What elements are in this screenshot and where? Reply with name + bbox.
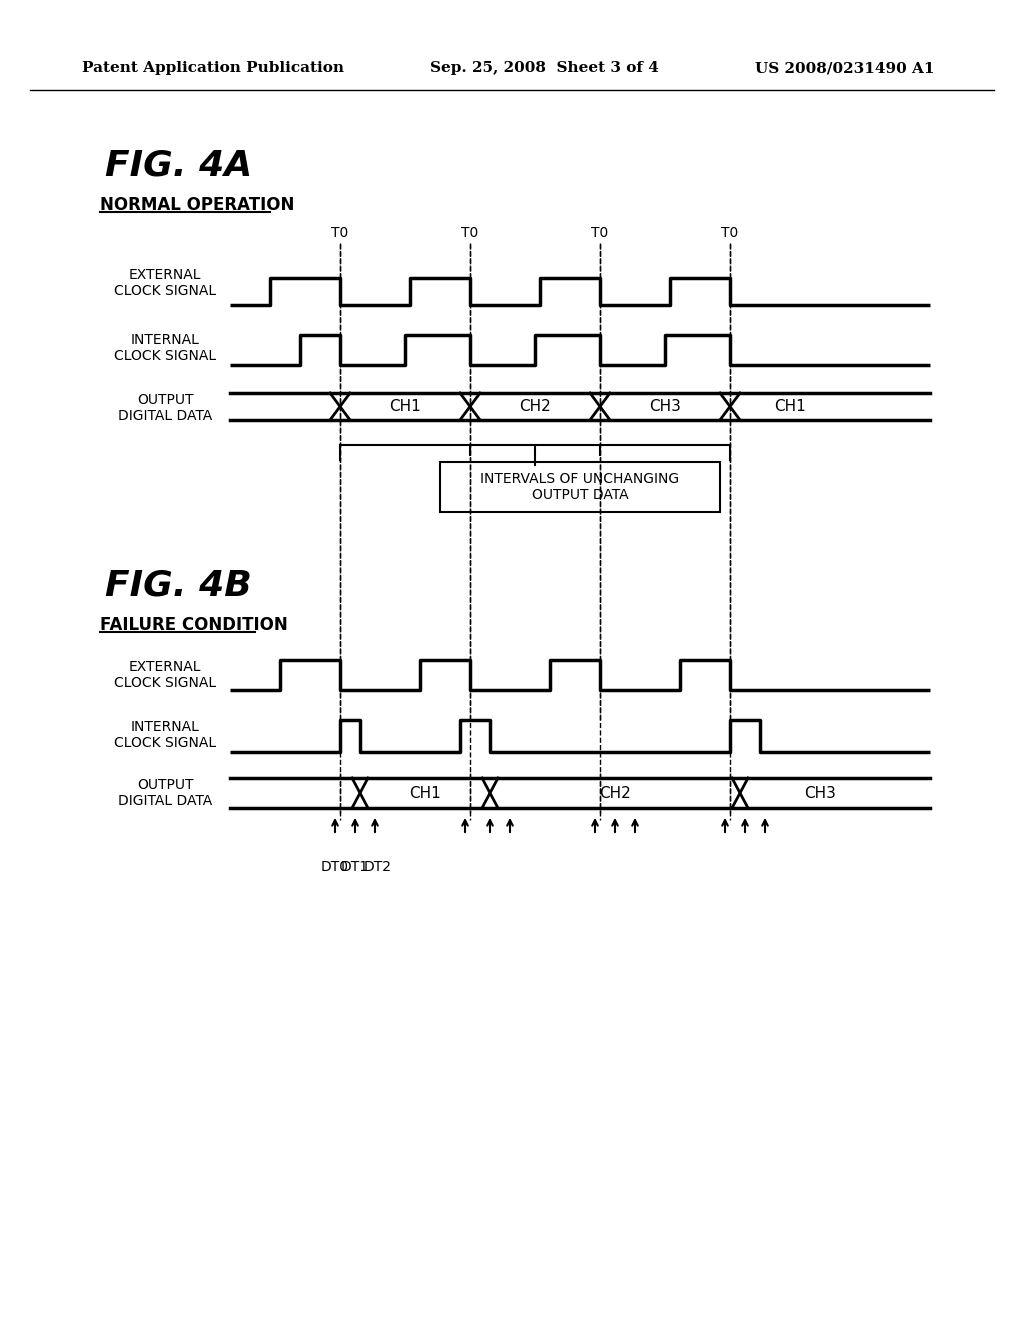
Text: T0: T0 — [592, 226, 608, 240]
Text: INTERNAL
CLOCK SIGNAL: INTERNAL CLOCK SIGNAL — [114, 719, 216, 750]
Text: CH1: CH1 — [389, 399, 421, 414]
Text: CH2: CH2 — [599, 785, 631, 800]
Text: EXTERNAL
CLOCK SIGNAL: EXTERNAL CLOCK SIGNAL — [114, 268, 216, 298]
Text: CH1: CH1 — [410, 785, 441, 800]
Text: OUTPUT
DIGITAL DATA: OUTPUT DIGITAL DATA — [118, 393, 212, 424]
Text: DT0: DT0 — [321, 861, 349, 874]
Text: T0: T0 — [332, 226, 348, 240]
Text: T0: T0 — [462, 226, 478, 240]
Text: INTERVALS OF UNCHANGING
OUTPUT DATA: INTERVALS OF UNCHANGING OUTPUT DATA — [480, 471, 680, 502]
Text: CH1: CH1 — [774, 399, 806, 414]
Text: CH3: CH3 — [649, 399, 681, 414]
FancyBboxPatch shape — [440, 462, 720, 512]
Text: US 2008/0231490 A1: US 2008/0231490 A1 — [755, 61, 935, 75]
Text: Patent Application Publication: Patent Application Publication — [82, 61, 344, 75]
Text: OUTPUT
DIGITAL DATA: OUTPUT DIGITAL DATA — [118, 777, 212, 808]
Text: DT2: DT2 — [364, 861, 392, 874]
Text: NORMAL OPERATION: NORMAL OPERATION — [100, 195, 294, 214]
Text: CH3: CH3 — [804, 785, 836, 800]
Text: CH2: CH2 — [519, 399, 551, 414]
Text: EXTERNAL
CLOCK SIGNAL: EXTERNAL CLOCK SIGNAL — [114, 660, 216, 690]
Text: T0: T0 — [721, 226, 738, 240]
Text: INTERNAL
CLOCK SIGNAL: INTERNAL CLOCK SIGNAL — [114, 333, 216, 363]
Text: Sep. 25, 2008  Sheet 3 of 4: Sep. 25, 2008 Sheet 3 of 4 — [430, 61, 658, 75]
Text: FAILURE CONDITION: FAILURE CONDITION — [100, 616, 288, 634]
Text: DT1: DT1 — [341, 861, 369, 874]
Text: FIG. 4B: FIG. 4B — [105, 568, 252, 602]
Text: FIG. 4A: FIG. 4A — [105, 148, 252, 182]
